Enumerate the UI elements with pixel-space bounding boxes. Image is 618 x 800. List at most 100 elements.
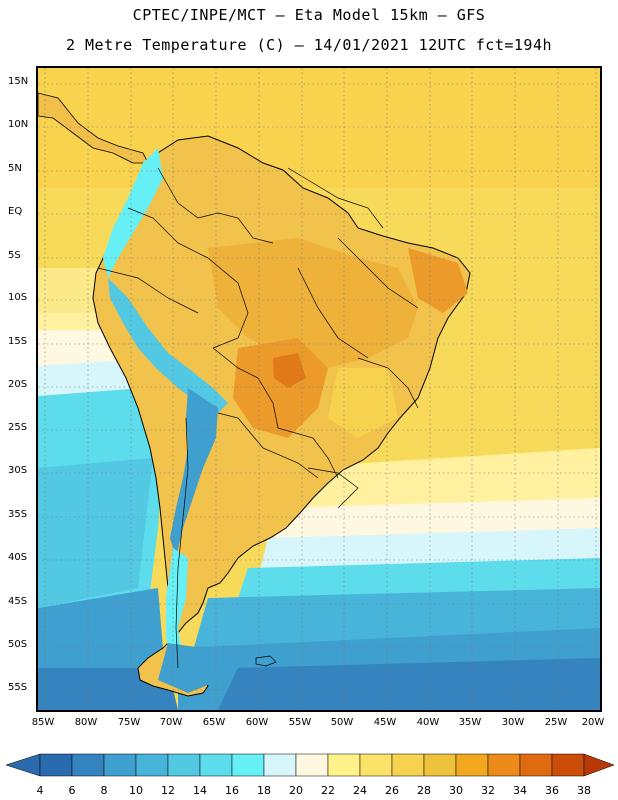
lon-label-40w: 40W <box>416 717 440 728</box>
falkland-islands <box>255 655 277 667</box>
colorbar-swatch <box>455 753 489 777</box>
graticule <box>38 68 600 710</box>
lat-label-15s: 15S <box>8 336 28 347</box>
andes-central <box>108 278 228 413</box>
lon-label-60w: 60W <box>245 717 269 728</box>
colorbar-swatch <box>199 753 233 777</box>
lat-label-15n: 15N <box>8 76 29 87</box>
border-colombia-venezuela <box>157 167 274 244</box>
lon-label-75w: 75W <box>117 717 141 728</box>
colorbar-label: 22 <box>321 784 335 797</box>
colorbar-swatch <box>551 753 585 777</box>
border-uruguay <box>307 467 359 509</box>
pantanal-hotspot <box>273 353 306 388</box>
lon-label-85w: 85W <box>31 717 55 728</box>
lon-label-65w: 65W <box>202 717 226 728</box>
colorbar-swatch <box>487 753 521 777</box>
border-chile-argentina <box>175 417 189 669</box>
colorbar-label: 28 <box>417 784 431 797</box>
lat-label-20s: 20S <box>8 379 28 390</box>
northeast-hot-zone <box>408 248 468 313</box>
colorbar-label: 32 <box>481 784 495 797</box>
lat-label-55s: 55S <box>8 682 28 693</box>
colorbar-label: 6 <box>68 784 76 797</box>
colorbar-swatch <box>39 753 73 777</box>
colorbar-swatch <box>519 753 553 777</box>
colorbar-label: 20 <box>289 784 303 797</box>
lon-label-70w: 70W <box>159 717 183 728</box>
colorbar-swatch <box>295 753 329 777</box>
lon-label-55w: 55W <box>288 717 312 728</box>
map-title-line-2: 2 Metre Temperature (C) – 14/01/2021 12U… <box>65 36 553 54</box>
colorbar-label: 24 <box>353 784 367 797</box>
colorbar-label: 36 <box>545 784 559 797</box>
colorbar-swatch <box>327 753 361 777</box>
lon-label-20w: 20W <box>581 717 605 728</box>
colorbar-swatch <box>263 753 297 777</box>
border-brazil-states-2 <box>297 267 369 359</box>
colorbar-swatch <box>359 753 393 777</box>
lat-label-5s: 5S <box>8 250 21 261</box>
colorbar-label: 34 <box>513 784 527 797</box>
lon-label-25w: 25W <box>544 717 568 728</box>
colorbar-label: 14 <box>193 784 207 797</box>
border-bolivia <box>212 347 279 429</box>
tierra-del-fuego-cold <box>158 643 213 693</box>
lon-label-30w: 30W <box>501 717 525 728</box>
border-peru-brazil <box>207 257 249 349</box>
colorbar-swatch <box>391 753 425 777</box>
central-america <box>38 92 149 164</box>
lat-label-30s: 30S <box>8 465 28 476</box>
border-brazil-states-1 <box>337 237 419 309</box>
colorbar-swatch <box>103 753 137 777</box>
map-title-line-1: CPTEC/INPE/MCT – Eta Model 15km – GFS <box>132 6 486 24</box>
temperature-map[interactable] <box>36 66 602 712</box>
lat-label-40s: 40S <box>8 552 28 563</box>
lat-label-10n: 10N <box>8 119 29 130</box>
andes-north <box>103 148 163 278</box>
colorbar-label: 38 <box>577 784 591 797</box>
border-paraguay <box>277 427 339 479</box>
colorbar-label: 30 <box>449 784 463 797</box>
lat-label-10s: 10S <box>8 292 28 303</box>
southeast-mild-zone <box>328 368 398 438</box>
colorbar-label: 18 <box>257 784 271 797</box>
border-ecuador-peru <box>97 267 199 314</box>
colorbar-label: 26 <box>385 784 399 797</box>
ocean-band-caribbean <box>38 68 600 188</box>
colorbar <box>5 753 615 777</box>
colorbar-swatch <box>423 753 457 777</box>
ocean-band-pacific-colder <box>38 458 153 608</box>
colorbar-arrow-right <box>583 753 615 777</box>
country-borders <box>97 167 419 669</box>
andes-altiplano <box>170 388 218 558</box>
colorbar-label: 4 <box>36 784 44 797</box>
colorbar-label: 12 <box>161 784 175 797</box>
lat-label-50s: 50S <box>8 639 28 650</box>
map-canvas <box>38 68 600 710</box>
lon-label-80w: 80W <box>74 717 98 728</box>
lat-label-5n: 5N <box>8 163 22 174</box>
border-guianas <box>287 167 384 229</box>
colorbar-swatch <box>231 753 265 777</box>
colorbar-label: 8 <box>100 784 108 797</box>
border-colombia-ecuador <box>127 207 209 259</box>
border-brazil-states-3 <box>357 357 419 409</box>
colorbar-swatch <box>135 753 169 777</box>
pantanal-hot-zone <box>233 338 328 438</box>
lat-label-25s: 25S <box>8 422 28 433</box>
colorbar-arrow-left <box>5 753 41 777</box>
colorbar-label: 16 <box>225 784 239 797</box>
lon-label-50w: 50W <box>330 717 354 728</box>
lat-label-35s: 35S <box>8 509 28 520</box>
lat-label-45s: 45S <box>8 596 28 607</box>
colorbar-swatch <box>167 753 201 777</box>
lon-label-45w: 45W <box>373 717 397 728</box>
colorbar-swatch <box>71 753 105 777</box>
lon-label-35w: 35W <box>458 717 482 728</box>
colorbar-label: 10 <box>129 784 143 797</box>
lat-label-eq: EQ <box>8 206 23 217</box>
ocean-band-south-atlantic-deep <box>218 658 600 710</box>
border-argentina-north <box>217 412 319 479</box>
amazon-warm-zone <box>208 238 418 368</box>
